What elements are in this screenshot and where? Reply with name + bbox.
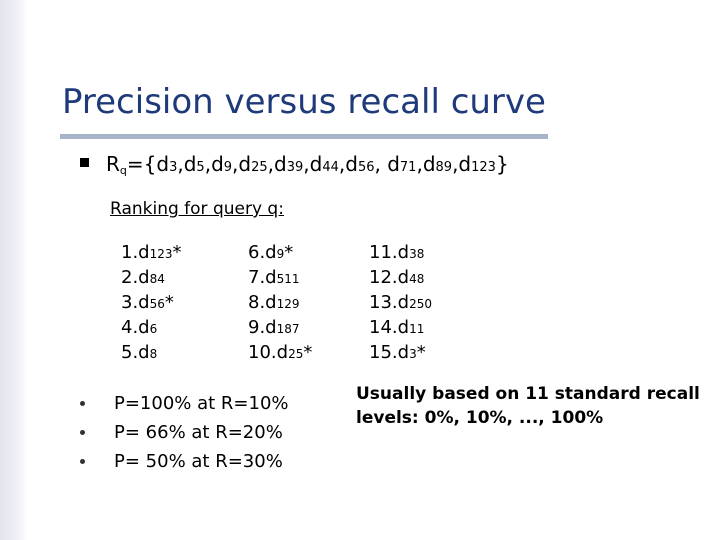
ranked-doc: 15.d3* xyxy=(369,342,426,363)
relevant-doc: d44 xyxy=(309,152,339,176)
relevant-doc: d3 xyxy=(156,152,178,176)
relevance-marker: * xyxy=(172,242,182,263)
ranked-doc: 5.d8 xyxy=(121,342,158,363)
left-decorative-bar xyxy=(0,0,28,540)
ranking-column-2: 6.d9* 7.d511 8.d129 9.d187 10.d25* xyxy=(248,241,312,366)
ranked-doc: 8.d129 xyxy=(248,292,300,313)
relevance-marker: * xyxy=(303,342,313,363)
standard-recall-note: Usually based on 11 standard recall leve… xyxy=(356,384,700,428)
relevant-doc: d89 xyxy=(422,152,453,176)
relevance-marker: * xyxy=(284,242,294,263)
ranked-doc: 10.d25* xyxy=(248,342,313,363)
relevant-doc: d39 xyxy=(274,152,304,176)
relevant-doc: d71 xyxy=(387,152,417,176)
relevant-set: Rq={d3,d5,d9,d25,d39,d44,d56, d71,d89,d1… xyxy=(106,152,509,177)
relevance-marker: * xyxy=(416,342,426,363)
bullet-dot-icon xyxy=(80,459,85,464)
ranked-doc: 6.d9* xyxy=(248,242,294,263)
ranked-doc: 1.d123* xyxy=(121,242,182,263)
ranked-doc: 9.d187 xyxy=(248,317,300,338)
bullet-dot-icon xyxy=(80,430,85,435)
relevant-doc-list: d3,d5,d9,d25,d39,d44,d56, d71,d89,d123 xyxy=(156,152,496,176)
ranked-doc: 4.d6 xyxy=(121,317,158,338)
ranked-doc: 12.d48 xyxy=(369,267,425,288)
relevant-doc: d123 xyxy=(458,152,496,176)
square-bullet-icon xyxy=(80,158,89,167)
relevant-doc: d25 xyxy=(238,152,268,176)
title-underline xyxy=(60,134,548,139)
relevance-marker: * xyxy=(164,292,174,313)
ranking-column-1: 1.d123* 2.d84 3.d56* 4.d6 5.d8 xyxy=(121,241,182,366)
relevant-doc: d56 xyxy=(345,152,375,176)
ranked-doc: 13.d250 xyxy=(369,292,432,313)
ranked-doc: 2.d84 xyxy=(121,267,165,288)
ranking-column-3: 11.d38 12.d48 13.d250 14.d11 15.d3* xyxy=(369,241,432,366)
bullet-dot-icon xyxy=(80,401,85,406)
relevant-doc: d9 xyxy=(211,152,233,176)
ranked-doc: 7.d511 xyxy=(248,267,300,288)
ranking-label: Ranking for query q: xyxy=(110,199,284,219)
relevant-doc: d5 xyxy=(183,152,205,176)
ranked-doc: 11.d38 xyxy=(369,242,425,263)
ranked-doc: 3.d56* xyxy=(121,292,174,313)
ranked-doc: 14.d11 xyxy=(369,317,425,338)
slide-title: Precision versus recall curve xyxy=(62,82,546,122)
